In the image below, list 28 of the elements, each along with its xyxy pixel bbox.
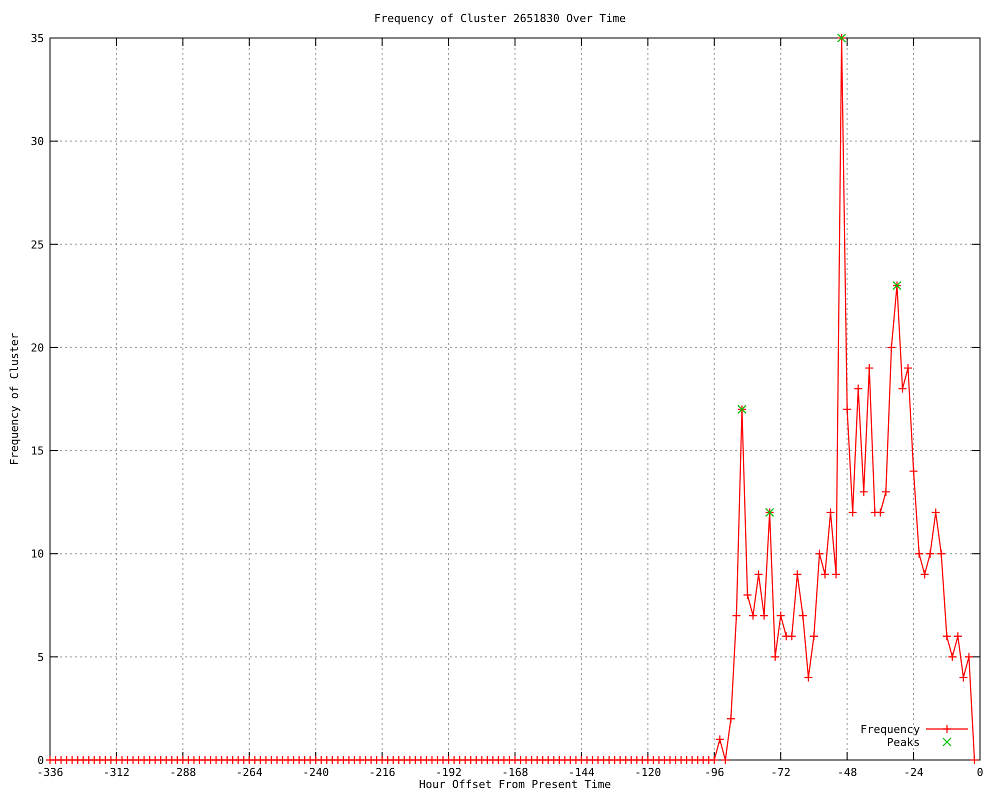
x-tick-label: -192 [435, 766, 462, 779]
y-tick-label: 10 [30, 548, 44, 561]
x-tick-label: -72 [770, 766, 791, 779]
x-tick-label: -240 [302, 766, 329, 779]
x-tick-label: -216 [368, 766, 396, 779]
x-tick-label: -336 [36, 766, 64, 779]
x-tick-label: -24 [904, 766, 924, 779]
x-tick-label: -120 [634, 766, 662, 779]
y-tick-label: 20 [30, 341, 44, 354]
y-tick-label: 5 [37, 650, 44, 664]
y-tick-label: 35 [30, 32, 44, 45]
y-axis-title: Frequency of Cluster [8, 332, 21, 466]
x-tick-label: 0 [976, 766, 984, 779]
x-tick-label: -312 [103, 766, 130, 779]
y-tick-label: 0 [37, 754, 44, 767]
legend-label: Frequency [860, 723, 920, 736]
x-tick-label: -96 [704, 766, 724, 779]
x-tick-label: -288 [170, 766, 196, 779]
x-axis-title: Hour Offset From Present Time [418, 778, 612, 791]
legend-label: Peaks [886, 736, 920, 749]
x-tick-label: -168 [502, 766, 528, 779]
y-tick-label: 25 [30, 238, 44, 252]
y-tick-label: 15 [30, 444, 44, 458]
chart-title: Frequency of Cluster 2651830 Over Time [374, 12, 626, 25]
y-tick-label: 30 [30, 135, 44, 148]
x-tick-label: -264 [236, 766, 263, 779]
x-tick-label: -144 [568, 766, 596, 779]
x-tick-label: -48 [837, 766, 858, 779]
